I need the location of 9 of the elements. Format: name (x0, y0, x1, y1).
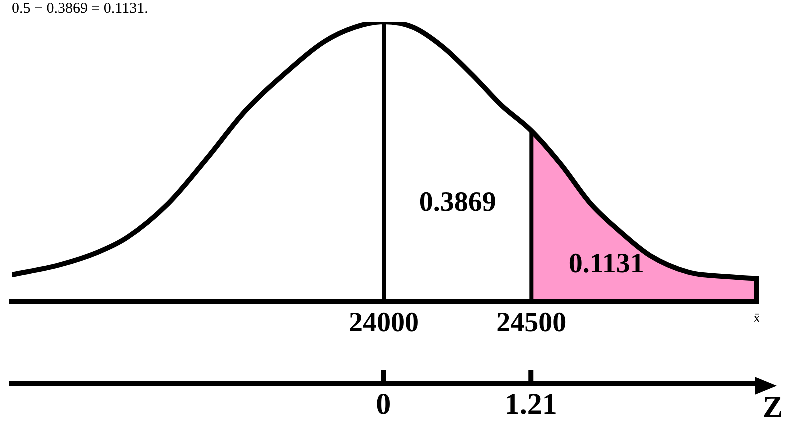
x-tick-label: 24000 (349, 308, 420, 339)
x-tick-label: 24500 (496, 308, 567, 339)
x-axis-title: x̄ (754, 311, 760, 326)
x2-tick-label: 0 (376, 388, 392, 421)
band-label: 0.1131 (568, 248, 644, 280)
band-label: 0.3869 (419, 186, 496, 218)
chart-title: 0.5 − 0.3869 = 0.1131. (12, 0, 148, 17)
x2-axis-title: Z (763, 390, 784, 424)
x2-tick-label: 1.21 (504, 388, 558, 421)
